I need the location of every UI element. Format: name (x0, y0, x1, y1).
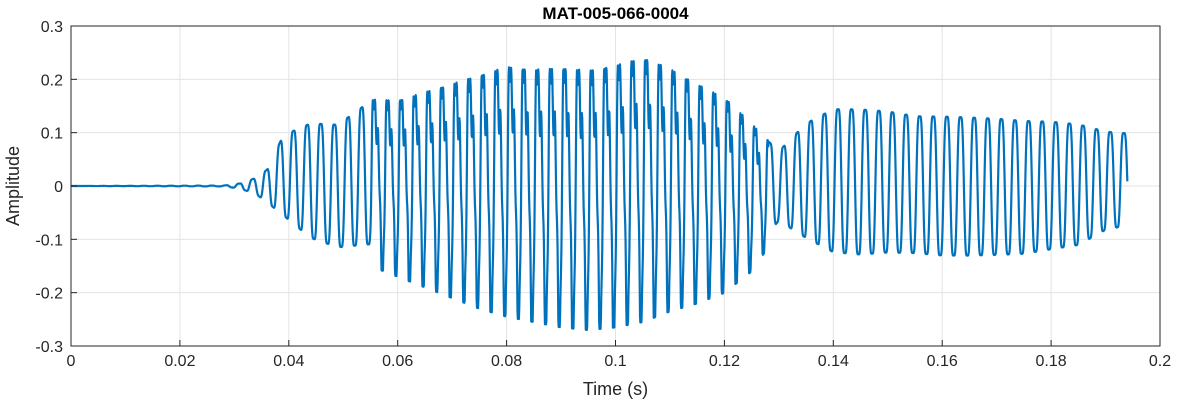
y-tick-label: 0.2 (41, 72, 63, 89)
ticks: 0 0.02 0.04 0.06 0.08 0.1 0.12 0.14 0.16 0.18 0.2 0… (35, 19, 1171, 370)
y-tick-label: 0.1 (41, 126, 63, 143)
y-axis-label: Amplitude (3, 146, 23, 226)
x-tick-label: 0.2 (1149, 353, 1171, 370)
x-tick-label: 0.16 (927, 353, 958, 370)
x-tick-label: 0 (67, 353, 76, 370)
x-axis-label: Time (s) (583, 379, 648, 399)
x-tick-label: 0.04 (273, 353, 304, 370)
series-line (70, 59, 1129, 331)
x-tick-label: 0.14 (818, 353, 849, 370)
chart-title: MAT-005-066-0004 (542, 4, 689, 23)
y-tick-label: 0 (54, 179, 63, 196)
x-tick-label: 0.08 (491, 353, 522, 370)
x-tick-label: 0.18 (1036, 353, 1067, 370)
x-tick-label: 0.12 (709, 353, 740, 370)
y-tick-label: -0.2 (35, 286, 63, 303)
x-tick-label: 0.1 (604, 353, 626, 370)
x-tick-label: 0.06 (382, 353, 413, 370)
x-tick-label: 0.02 (164, 353, 195, 370)
plot-area (70, 59, 1129, 331)
y-tick-label: -0.1 (35, 232, 63, 249)
y-tick-label: 0.3 (41, 19, 63, 36)
y-tick-label: -0.3 (35, 339, 63, 356)
